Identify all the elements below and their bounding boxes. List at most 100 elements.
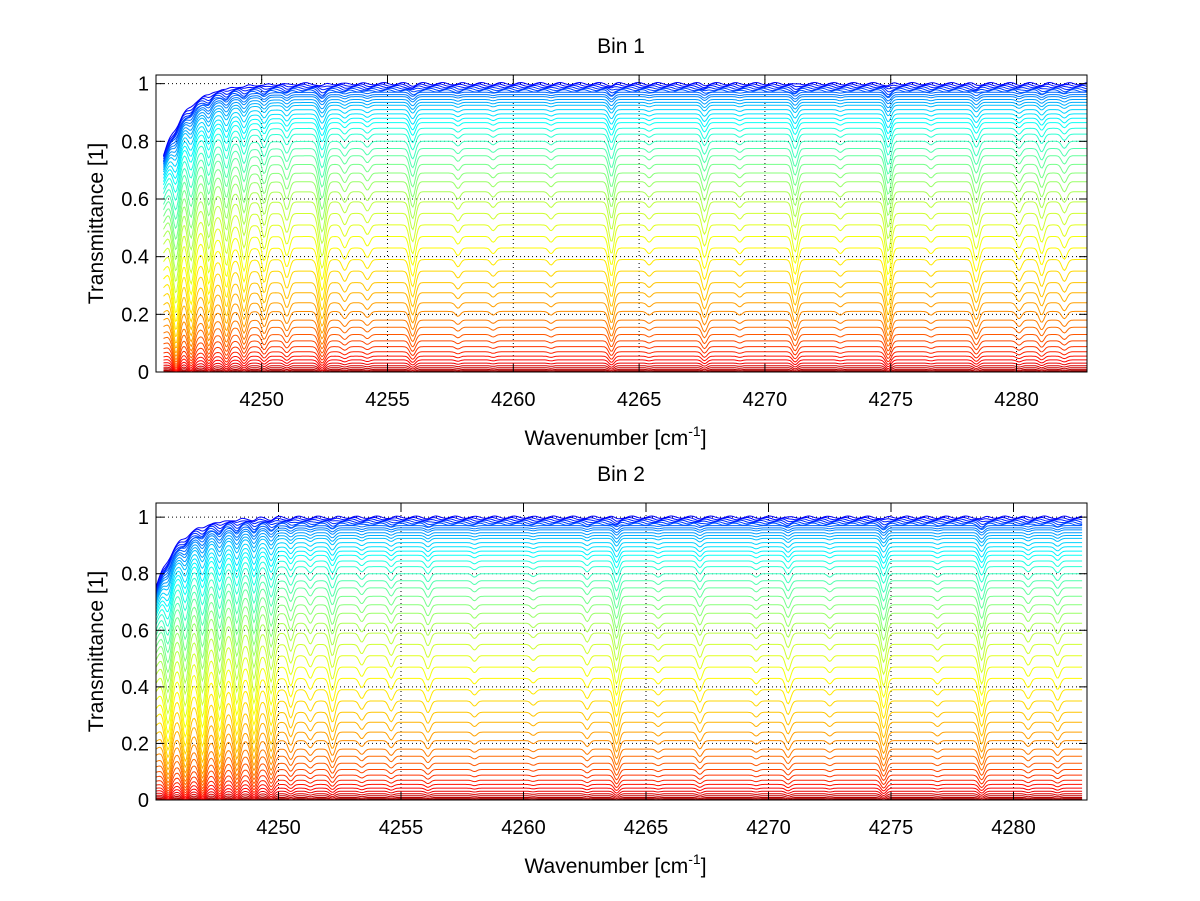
series-line	[163, 359, 1087, 373]
series-line	[155, 721, 1083, 771]
x-axis-label-end: ]	[701, 855, 707, 878]
series-line	[155, 677, 1083, 744]
series-line	[155, 655, 1083, 726]
series-line	[163, 87, 1088, 162]
y-tick-label: 0.2	[121, 304, 149, 326]
series-line	[155, 566, 1083, 628]
x-tick-label: 4250	[256, 817, 301, 839]
x-tick-label: 4275	[868, 389, 913, 411]
series-line	[163, 91, 1087, 163]
series-line	[163, 99, 1087, 168]
series-line	[155, 748, 1083, 784]
y-tick-label: 1	[138, 507, 149, 529]
series-line	[155, 643, 1083, 715]
series-line	[163, 109, 1087, 176]
series-line	[155, 689, 1083, 752]
series-line	[163, 326, 1087, 363]
series-line	[163, 140, 1087, 211]
series-line	[163, 340, 1087, 367]
subplot-bin-1: Bin 1 4250 4255 4260 4265 4270 4275 4280 0 0.2 0.…	[85, 35, 1088, 450]
series-line	[155, 740, 1083, 780]
series-line	[155, 783, 1083, 798]
series-line	[163, 163, 1087, 241]
series-line	[163, 127, 1087, 194]
series-line	[155, 774, 1083, 795]
series-line	[156, 795, 1083, 801]
series-line	[156, 793, 1083, 801]
series-line	[155, 521, 1083, 594]
x-axis-label-main: Wavenumber [cm	[524, 427, 688, 450]
y-tick-label: 0.2	[121, 733, 149, 755]
series-line	[155, 560, 1083, 621]
series-line	[163, 282, 1087, 344]
series-group	[155, 515, 1083, 801]
series-line	[155, 515, 1083, 589]
series-line	[163, 355, 1087, 372]
series-line	[163, 201, 1087, 283]
series-line	[163, 181, 1087, 261]
y-tick-label: 0.4	[121, 247, 149, 269]
x-axis-label: Wavenumber [cm-1]	[524, 423, 706, 450]
series-line	[163, 96, 1087, 166]
y-tick-label: 0	[138, 790, 149, 812]
series-line	[163, 155, 1087, 230]
y-axis-label: Transmittance [1]	[85, 143, 108, 304]
y-tick-label: 0.8	[121, 131, 149, 153]
series-line	[155, 622, 1083, 694]
series-line	[163, 235, 1087, 314]
series-line	[155, 525, 1083, 595]
series-line	[163, 334, 1087, 365]
y-tick-label: 1	[138, 74, 149, 96]
series-line	[163, 191, 1087, 272]
x-tick-label: 4265	[624, 817, 669, 839]
x-axis-label-superscript: -1	[688, 851, 701, 867]
series-line	[163, 101, 1087, 170]
ticks: 4250 4255 4260 4265 4270 4275 4280 0 0.2 0.4 0.6 0.…	[121, 74, 1087, 411]
x-tick-label: 4280	[994, 389, 1039, 411]
x-tick-label: 4270	[746, 817, 791, 839]
x-tick-label: 4250	[239, 389, 284, 411]
x-axis-label: Wavenumber [cm-1]	[524, 851, 706, 878]
series-line	[155, 666, 1083, 735]
series-line	[155, 542, 1083, 608]
series-line	[163, 351, 1087, 370]
series-line	[155, 518, 1083, 590]
series-line	[163, 117, 1087, 182]
series-line	[155, 612, 1083, 684]
y-tick-label: 0.6	[121, 620, 149, 642]
series-line	[163, 302, 1087, 353]
series-line	[163, 81, 1088, 156]
series-line	[163, 346, 1087, 369]
series-line	[163, 113, 1087, 179]
series-line	[163, 94, 1087, 165]
series-line	[155, 731, 1083, 776]
series-line	[156, 797, 1083, 801]
series-line	[163, 148, 1087, 221]
x-tick-label: 4255	[379, 817, 424, 839]
y-tick-label: 0	[138, 362, 149, 384]
series-line	[163, 367, 1087, 373]
y-tick-label: 0.6	[121, 189, 149, 211]
axes-box	[155, 74, 1088, 373]
y-tick-label: 0.8	[121, 564, 149, 586]
series-line	[155, 587, 1083, 654]
subplot-bin-2: Bin 2 4250 4255 4260 4265 4270 4275 4280 0 0.2 0.…	[85, 463, 1088, 878]
chart-title: Bin 2	[597, 463, 645, 486]
x-tick-label: 4260	[491, 389, 536, 411]
x-tick-label: 4265	[617, 389, 662, 411]
chart-title: Bin 1	[597, 35, 645, 58]
series-line	[155, 529, 1083, 598]
x-tick-label: 4270	[743, 389, 788, 411]
x-tick-label: 4280	[991, 817, 1036, 839]
series-line	[163, 104, 1087, 173]
series-line	[155, 595, 1083, 664]
series-line	[155, 604, 1083, 674]
x-tick-label: 4275	[869, 817, 914, 839]
series-line	[155, 755, 1083, 787]
x-tick-label: 4255	[365, 389, 410, 411]
x-axis-label-superscript: -1	[688, 423, 701, 439]
series-line	[163, 270, 1087, 338]
series-line	[163, 362, 1087, 373]
grid	[156, 503, 1087, 801]
